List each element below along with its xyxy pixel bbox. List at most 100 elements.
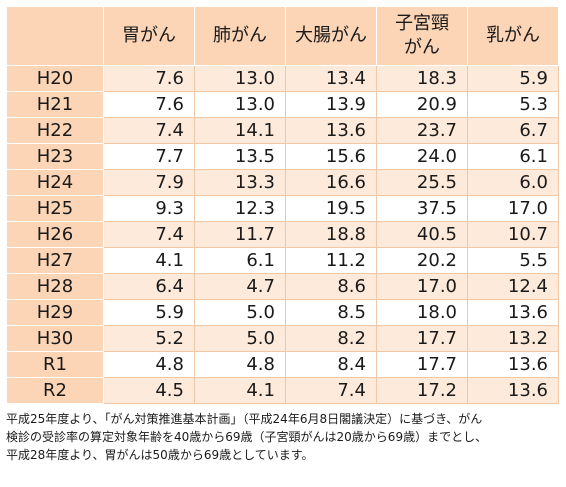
row-label: H21 <box>6 91 104 118</box>
rate-cell: 4.8 <box>103 351 195 378</box>
table-row: H24 7.9 13.3 16.6 25.5 6.0 <box>6 169 559 196</box>
rate-cell: 18.3 <box>376 65 468 92</box>
rate-cell: 7.4 <box>103 117 195 144</box>
table-row: H26 7.4 11.7 18.8 40.5 10.7 <box>6 221 559 248</box>
rate-cell: 17.2 <box>376 377 468 404</box>
footnote-line: 検診の受診率の算定対象年齢を40歳から69歳（子宮頸がんは20歳から69歳）まで… <box>6 430 488 444</box>
rate-cell: 24.0 <box>376 143 468 170</box>
rate-cell: 17.0 <box>376 273 468 300</box>
rate-cell: 13.6 <box>467 299 559 326</box>
rate-cell: 13.6 <box>467 377 559 404</box>
row-label: H30 <box>6 325 104 352</box>
row-label: H26 <box>6 221 104 248</box>
rate-cell: 7.7 <box>103 143 195 170</box>
rate-cell: 13.6 <box>285 117 377 144</box>
rate-cell: 7.9 <box>103 169 195 196</box>
rate-cell: 6.1 <box>194 247 286 274</box>
rate-cell: 8.6 <box>285 273 377 300</box>
rate-cell: 4.1 <box>103 247 195 274</box>
table-row: H28 6.4 4.7 8.6 17.0 12.4 <box>6 273 559 300</box>
rate-cell: 4.5 <box>103 377 195 404</box>
rate-cell: 4.1 <box>194 377 286 404</box>
rate-cell: 10.7 <box>467 221 559 248</box>
footnote: 平成25年度より、「がん対策推進基本計画」（平成24年6月8日閣議決定）に基づき… <box>6 410 562 464</box>
rate-cell: 6.1 <box>467 143 559 170</box>
rate-cell: 13.0 <box>194 65 286 92</box>
rate-cell: 20.2 <box>376 247 468 274</box>
table-row: R2 4.5 4.1 7.4 17.2 13.6 <box>6 377 559 404</box>
rate-cell: 23.7 <box>376 117 468 144</box>
rate-cell: 13.0 <box>194 91 286 118</box>
table-row: H23 7.7 13.5 15.6 24.0 6.1 <box>6 143 559 170</box>
rate-cell: 5.9 <box>103 299 195 326</box>
rate-cell: 9.3 <box>103 195 195 222</box>
rate-cell: 11.2 <box>285 247 377 274</box>
row-label: R2 <box>6 377 104 404</box>
table-body: H20 7.6 13.0 13.4 18.3 5.9 H21 7.6 13.0 13.9 20.9 5… <box>6 65 559 404</box>
rate-cell: 13.6 <box>467 351 559 378</box>
table-row: H27 4.1 6.1 11.2 20.2 5.5 <box>6 247 559 274</box>
rate-cell: 5.0 <box>194 299 286 326</box>
row-label: H28 <box>6 273 104 300</box>
table-row: H21 7.6 13.0 13.9 20.9 5.3 <box>6 91 559 118</box>
rate-cell: 4.7 <box>194 273 286 300</box>
screening-rate-table: 胃がん 肺がん 大腸がん 子宮頸 がん 乳がん H20 7.6 13.0 13.4 18.… <box>6 6 559 404</box>
rate-cell: 17.0 <box>467 195 559 222</box>
row-label: H22 <box>6 117 104 144</box>
rate-cell: 6.4 <box>103 273 195 300</box>
table-row: H30 5.2 5.0 8.2 17.7 13.2 <box>6 325 559 352</box>
corner-cell <box>6 6 104 66</box>
rate-cell: 13.5 <box>194 143 286 170</box>
table-row: H25 9.3 12.3 19.5 37.5 17.0 <box>6 195 559 222</box>
rate-cell: 40.5 <box>376 221 468 248</box>
row-label: H25 <box>6 195 104 222</box>
rate-cell: 19.5 <box>285 195 377 222</box>
rate-cell: 17.7 <box>376 325 468 352</box>
row-label: R1 <box>6 351 104 378</box>
row-label: H24 <box>6 169 104 196</box>
rate-cell: 6.0 <box>467 169 559 196</box>
row-label: H23 <box>6 143 104 170</box>
rate-cell: 25.5 <box>376 169 468 196</box>
table-row: R1 4.8 4.8 8.4 17.7 13.6 <box>6 351 559 378</box>
rate-cell: 7.6 <box>103 91 195 118</box>
rate-cell: 14.1 <box>194 117 286 144</box>
cervical-label: 子宮頸 がん <box>395 13 449 58</box>
rate-cell: 8.2 <box>285 325 377 352</box>
table-row: H29 5.9 5.0 8.5 18.0 13.6 <box>6 299 559 326</box>
column-header-stomach: 胃がん <box>103 6 195 66</box>
rate-cell: 13.3 <box>194 169 286 196</box>
rate-cell: 5.0 <box>194 325 286 352</box>
rate-cell: 6.7 <box>467 117 559 144</box>
rate-cell: 20.9 <box>376 91 468 118</box>
table-row: H22 7.4 14.1 13.6 23.7 6.7 <box>6 117 559 144</box>
rate-cell: 13.2 <box>467 325 559 352</box>
rate-cell: 11.7 <box>194 221 286 248</box>
rate-cell: 16.6 <box>285 169 377 196</box>
table-row: H20 7.6 13.0 13.4 18.3 5.9 <box>6 65 559 92</box>
rate-cell: 4.8 <box>194 351 286 378</box>
footnote-line: 平成28年度より、胃がんは50歳から69歳としています。 <box>6 448 314 462</box>
rate-cell: 5.9 <box>467 65 559 92</box>
row-label: H27 <box>6 247 104 274</box>
rate-cell: 5.3 <box>467 91 559 118</box>
column-header-lung: 肺がん <box>194 6 286 66</box>
rate-cell: 8.5 <box>285 299 377 326</box>
rate-cell: 7.6 <box>103 65 195 92</box>
rate-cell: 37.5 <box>376 195 468 222</box>
rate-cell: 5.2 <box>103 325 195 352</box>
screening-rate-panel: 胃がん 肺がん 大腸がん 子宮頸 がん 乳がん H20 7.6 13.0 13.4 18.… <box>6 6 559 464</box>
rate-cell: 12.4 <box>467 273 559 300</box>
rate-cell: 7.4 <box>103 221 195 248</box>
rate-cell: 8.4 <box>285 351 377 378</box>
row-label: H29 <box>6 299 104 326</box>
rate-cell: 13.4 <box>285 65 377 92</box>
rate-cell: 18.0 <box>376 299 468 326</box>
rate-cell: 12.3 <box>194 195 286 222</box>
row-label: H20 <box>6 65 104 92</box>
column-header-breast: 乳がん <box>467 6 559 66</box>
footnote-line: 平成25年度より、「がん対策推進基本計画」（平成24年6月8日閣議決定）に基づき… <box>6 412 483 426</box>
column-header-cervical: 子宮頸 がん <box>376 6 468 66</box>
rate-cell: 13.9 <box>285 91 377 118</box>
rate-cell: 18.8 <box>285 221 377 248</box>
